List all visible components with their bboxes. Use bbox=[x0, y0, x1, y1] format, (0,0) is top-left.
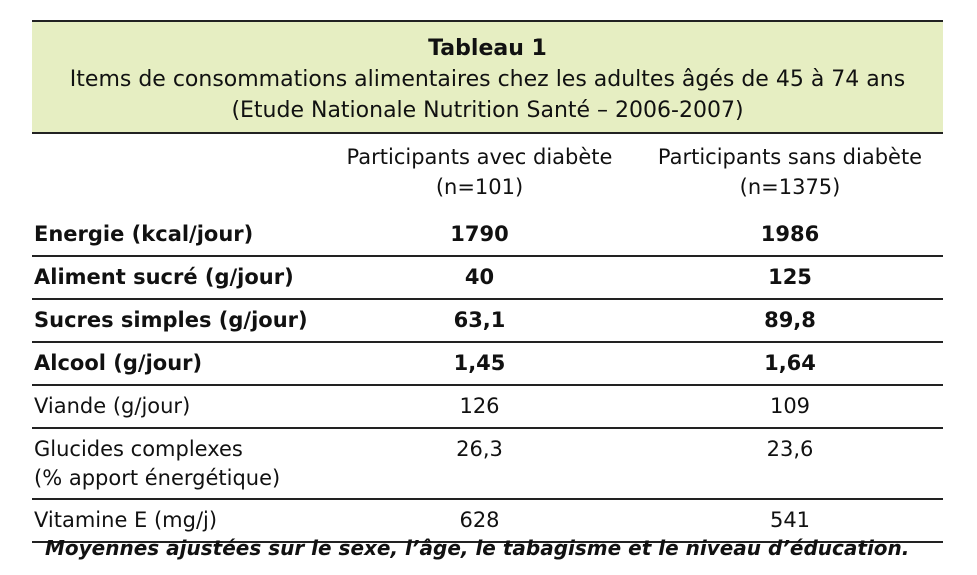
table-row: Vitamine E (mg/j) 628 541 bbox=[32, 500, 943, 543]
value-without-diabetes: 1,64 bbox=[764, 351, 816, 375]
value-without-diabetes: 89,8 bbox=[764, 308, 816, 332]
value-without-diabetes: 109 bbox=[769, 394, 811, 418]
table-row: Glucides complexes (% apport énergétique… bbox=[32, 429, 943, 500]
value-with-diabetes: 1,45 bbox=[453, 351, 506, 375]
value-with-diabetes: 126 bbox=[459, 394, 500, 418]
row-label: Viande (g/jour) bbox=[34, 394, 191, 418]
value-with-diabetes: 63,1 bbox=[453, 308, 506, 332]
header-empty-cell bbox=[32, 134, 322, 214]
table-row: Alcool (g/jour) 1,45 1,64 bbox=[32, 343, 943, 386]
column-header-row: Participants avec diabète (n=101) Partic… bbox=[32, 134, 943, 214]
nutrition-table: Tableau 1 Items de consommations aliment… bbox=[32, 20, 943, 543]
table-row: Energie (kcal/jour) 1790 1986 bbox=[32, 214, 943, 257]
header-without-diabetes: Participants sans diabète (n=1375) bbox=[637, 134, 943, 214]
value-without-diabetes: 541 bbox=[769, 508, 811, 532]
table-row: Aliment sucré (g/jour) 40 125 bbox=[32, 257, 943, 300]
value-with-diabetes: 1790 bbox=[450, 222, 509, 246]
header-with-diabetes-label: Participants avec diabète bbox=[346, 145, 613, 169]
row-label: Aliment sucré (g/jour) bbox=[34, 265, 294, 289]
table-title: Tableau 1 bbox=[428, 36, 547, 61]
value-without-diabetes: 125 bbox=[768, 265, 812, 289]
table-row: Sucres simples (g/jour) 63,1 89,8 bbox=[32, 300, 943, 343]
value-without-diabetes: 1986 bbox=[760, 222, 820, 246]
table-footnote: Moyennes ajustées sur le sexe, l’âge, le… bbox=[45, 536, 910, 560]
row-label: Sucres simples (g/jour) bbox=[34, 308, 308, 332]
header-with-diabetes-n: (n=101) bbox=[435, 175, 524, 199]
header-with-diabetes: Participants avec diabète (n=101) bbox=[322, 134, 637, 214]
row-label-line2: (% apport énergétique) bbox=[34, 466, 281, 490]
table-row: Viande (g/jour) 126 109 bbox=[32, 386, 943, 429]
row-label: Energie (kcal/jour) bbox=[34, 222, 254, 246]
table-caption: Tableau 1 Items de consommations aliment… bbox=[32, 20, 943, 134]
header-without-diabetes-n: (n=1375) bbox=[739, 175, 841, 199]
table-subtitle: Items de consommations alimentaires chez… bbox=[69, 67, 906, 92]
value-without-diabetes: 23,6 bbox=[766, 437, 814, 461]
header-without-diabetes-label: Participants sans diabète bbox=[657, 145, 923, 169]
value-with-diabetes: 628 bbox=[459, 508, 500, 532]
table-source: (Etude Nationale Nutrition Santé – 2006-… bbox=[231, 98, 744, 123]
row-label: Alcool (g/jour) bbox=[34, 351, 203, 375]
row-label: Glucides complexes (% apport énergétique… bbox=[32, 429, 322, 493]
value-with-diabetes: 26,3 bbox=[456, 437, 503, 461]
value-with-diabetes: 40 bbox=[464, 265, 495, 289]
row-label: Vitamine E (mg/j) bbox=[34, 508, 218, 532]
row-label-line1: Glucides complexes bbox=[34, 437, 243, 461]
